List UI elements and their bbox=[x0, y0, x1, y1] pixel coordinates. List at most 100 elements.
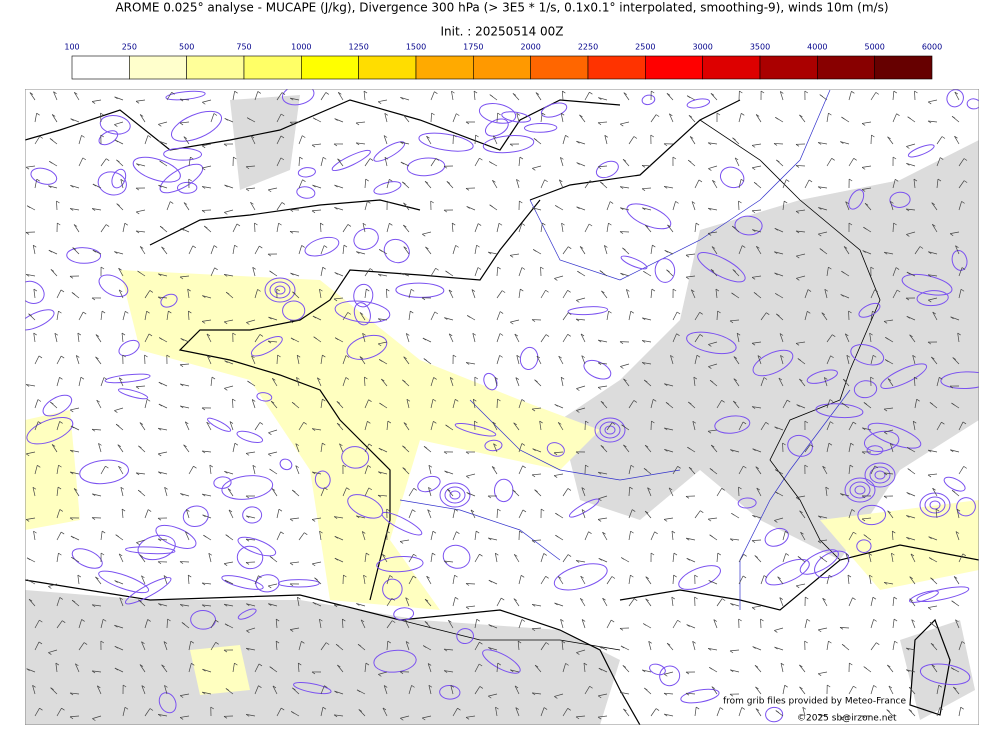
wind-barb bbox=[312, 517, 322, 520]
wind-barb-flag bbox=[805, 596, 809, 600]
wind-barb-flag bbox=[695, 222, 700, 226]
wind-barb bbox=[738, 554, 744, 563]
wind-barb-flag bbox=[757, 355, 762, 358]
contour bbox=[137, 534, 176, 561]
wind-barb bbox=[914, 246, 921, 255]
wind-barb bbox=[708, 165, 718, 169]
wind-barb-flag bbox=[101, 310, 106, 314]
contour bbox=[814, 550, 850, 579]
wind-barb-flag bbox=[950, 667, 955, 670]
wind-barb-flag bbox=[358, 709, 363, 712]
wind-barb-flag bbox=[446, 181, 451, 184]
wind-barb-flag bbox=[164, 685, 168, 688]
wind-barb-flag bbox=[319, 618, 323, 622]
wind-barb bbox=[56, 620, 63, 629]
wind-barb-flag bbox=[895, 267, 900, 270]
wind-barb bbox=[188, 466, 194, 475]
wind-barb-flag bbox=[296, 354, 301, 358]
wind-barb bbox=[826, 399, 831, 409]
wind-barb-flag bbox=[116, 159, 120, 163]
wind-barb-flag bbox=[320, 222, 324, 226]
wind-barb-flag bbox=[774, 520, 778, 523]
wind-barb-flag bbox=[711, 444, 715, 448]
wind-barb-flag bbox=[567, 708, 571, 711]
wind-barb-flag bbox=[688, 115, 693, 118]
wind-barb bbox=[144, 399, 148, 409]
wind-barb bbox=[606, 223, 609, 233]
wind-barb bbox=[708, 647, 718, 651]
wind-barb bbox=[510, 253, 520, 256]
wind-barb-flag bbox=[642, 317, 646, 321]
wind-barb-flag bbox=[954, 91, 959, 95]
wind-barb bbox=[518, 509, 524, 519]
wind-barb bbox=[254, 289, 258, 299]
wind-barb bbox=[936, 421, 942, 431]
wind-barb-flag bbox=[685, 671, 690, 675]
wind-barb-flag bbox=[841, 643, 846, 647]
wind-barb-flag bbox=[428, 487, 432, 490]
wind-barb bbox=[364, 399, 369, 409]
wind-barb bbox=[92, 99, 102, 102]
wind-barb-flag bbox=[487, 495, 492, 499]
wind-barb-flag bbox=[707, 207, 712, 211]
wind-barb bbox=[100, 531, 103, 541]
wind-barb-flag bbox=[82, 311, 87, 315]
wind-barb bbox=[56, 509, 61, 519]
contour bbox=[30, 167, 58, 185]
wind-barb-flag bbox=[534, 664, 539, 668]
wind-barb bbox=[752, 275, 762, 278]
wind-barb bbox=[889, 443, 894, 453]
wind-barb bbox=[78, 311, 84, 321]
wind-barb-flag bbox=[269, 556, 274, 559]
wind-barb-flag bbox=[158, 453, 162, 457]
contour bbox=[111, 168, 127, 189]
wind-barb bbox=[290, 561, 300, 564]
wind-barb bbox=[554, 473, 564, 476]
wind-barb bbox=[664, 692, 674, 695]
wind-barb bbox=[276, 354, 278, 365]
wind-barb bbox=[826, 421, 831, 431]
wind-barb bbox=[580, 333, 586, 343]
wind-barb-flag bbox=[928, 299, 932, 303]
wind-barb bbox=[114, 121, 124, 125]
wind-barb-flag bbox=[139, 114, 144, 117]
wind-barb bbox=[686, 275, 696, 278]
wind-barb bbox=[862, 427, 872, 431]
contour bbox=[599, 421, 621, 439]
wind-barb-flag bbox=[477, 267, 482, 270]
wind-barb-flag bbox=[443, 165, 448, 169]
wind-barb-flag bbox=[799, 664, 803, 668]
wind-barb bbox=[488, 647, 498, 651]
contour bbox=[844, 477, 876, 503]
wind-barb bbox=[711, 246, 718, 255]
contour bbox=[98, 570, 150, 594]
wind-barb bbox=[33, 289, 36, 299]
wind-barb-flag bbox=[872, 596, 877, 600]
wind-barb-flag bbox=[137, 270, 141, 274]
wind-barb-flag bbox=[906, 669, 910, 672]
wind-barb-flag bbox=[119, 377, 123, 381]
wind-barb-flag bbox=[931, 664, 935, 667]
contour bbox=[160, 293, 178, 308]
contour bbox=[42, 394, 73, 417]
wind-barb-flag bbox=[544, 179, 548, 183]
contour bbox=[686, 98, 711, 109]
wind-barb-flag bbox=[301, 641, 305, 644]
wind-barb bbox=[518, 465, 523, 475]
wind-barb bbox=[804, 179, 810, 189]
wind-barb-flag bbox=[891, 552, 895, 556]
wind-barb-flag bbox=[91, 428, 96, 432]
wind-barb bbox=[953, 576, 960, 585]
wind-barb-flag bbox=[276, 288, 280, 292]
wind-barb bbox=[513, 422, 520, 431]
wind-barb-flag bbox=[501, 290, 506, 293]
wind-barb bbox=[378, 273, 388, 277]
wind-barb bbox=[209, 465, 212, 475]
wind-barb bbox=[579, 114, 586, 123]
wind-barb-flag bbox=[186, 509, 190, 512]
wind-barb bbox=[312, 184, 322, 189]
wind-barb bbox=[495, 707, 498, 717]
wind-barb-flag bbox=[821, 312, 825, 315]
wind-barb bbox=[760, 312, 767, 321]
wind-barb-flag bbox=[466, 492, 470, 495]
